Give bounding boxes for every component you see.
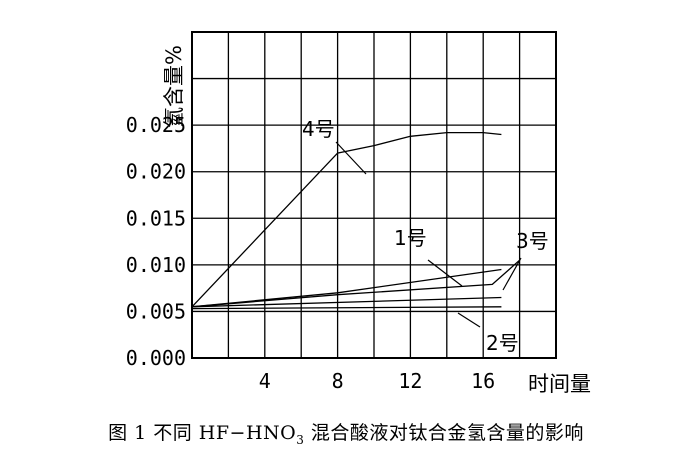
caption-suffix: 混合酸液对钛合金氢含量的影响 (304, 422, 584, 444)
series-line-5 (191, 306, 502, 310)
series-lines (191, 131, 521, 310)
series-label-leader (502, 257, 522, 291)
series-label: 4号 (302, 117, 335, 141)
y-tick-label: 0.020 (126, 160, 186, 184)
series-line-1 (191, 131, 502, 308)
y-tick-label: 0.000 (126, 346, 186, 370)
tick-labels: 4 8 12 16 0.000 0.005 0.010 0.015 0.020 0.025 (126, 113, 495, 393)
y-tick-label: 0.005 (126, 299, 186, 323)
series-label-leader (457, 312, 481, 328)
series-label: 1号 (394, 226, 427, 250)
y-tick-label: 0.025 (126, 113, 186, 137)
x-tick-label: 12 (398, 369, 422, 393)
x-tick-label: 4 (259, 369, 271, 393)
caption-subscript: 3 (296, 432, 305, 447)
y-axis-label: 氫含量% (162, 45, 186, 128)
series-label: 2号 (486, 331, 519, 355)
caption-prefix: 图 1 不同 HF−HNO (108, 422, 297, 444)
series-label: 3号 (516, 229, 549, 253)
x-tick-label: 8 (332, 369, 344, 393)
y-tick-label: 0.015 (126, 206, 186, 230)
y-tick-label: 0.010 (126, 253, 186, 277)
series-label-leader (427, 259, 463, 287)
series-line-2 (191, 268, 502, 308)
series-label-leader (335, 141, 367, 175)
series-line-3 (191, 259, 521, 308)
grid (191, 31, 557, 359)
x-tick-label: 16 (471, 369, 495, 393)
series-line-4 (191, 296, 502, 308)
x-axis-label: 时间量 (528, 372, 591, 396)
figure-caption: 图 1 不同 HF−HNO3 混合酸液对钛合金氢含量的影响 (0, 418, 692, 447)
series-labels: 4号 1号 3号 2号 (302, 117, 549, 355)
